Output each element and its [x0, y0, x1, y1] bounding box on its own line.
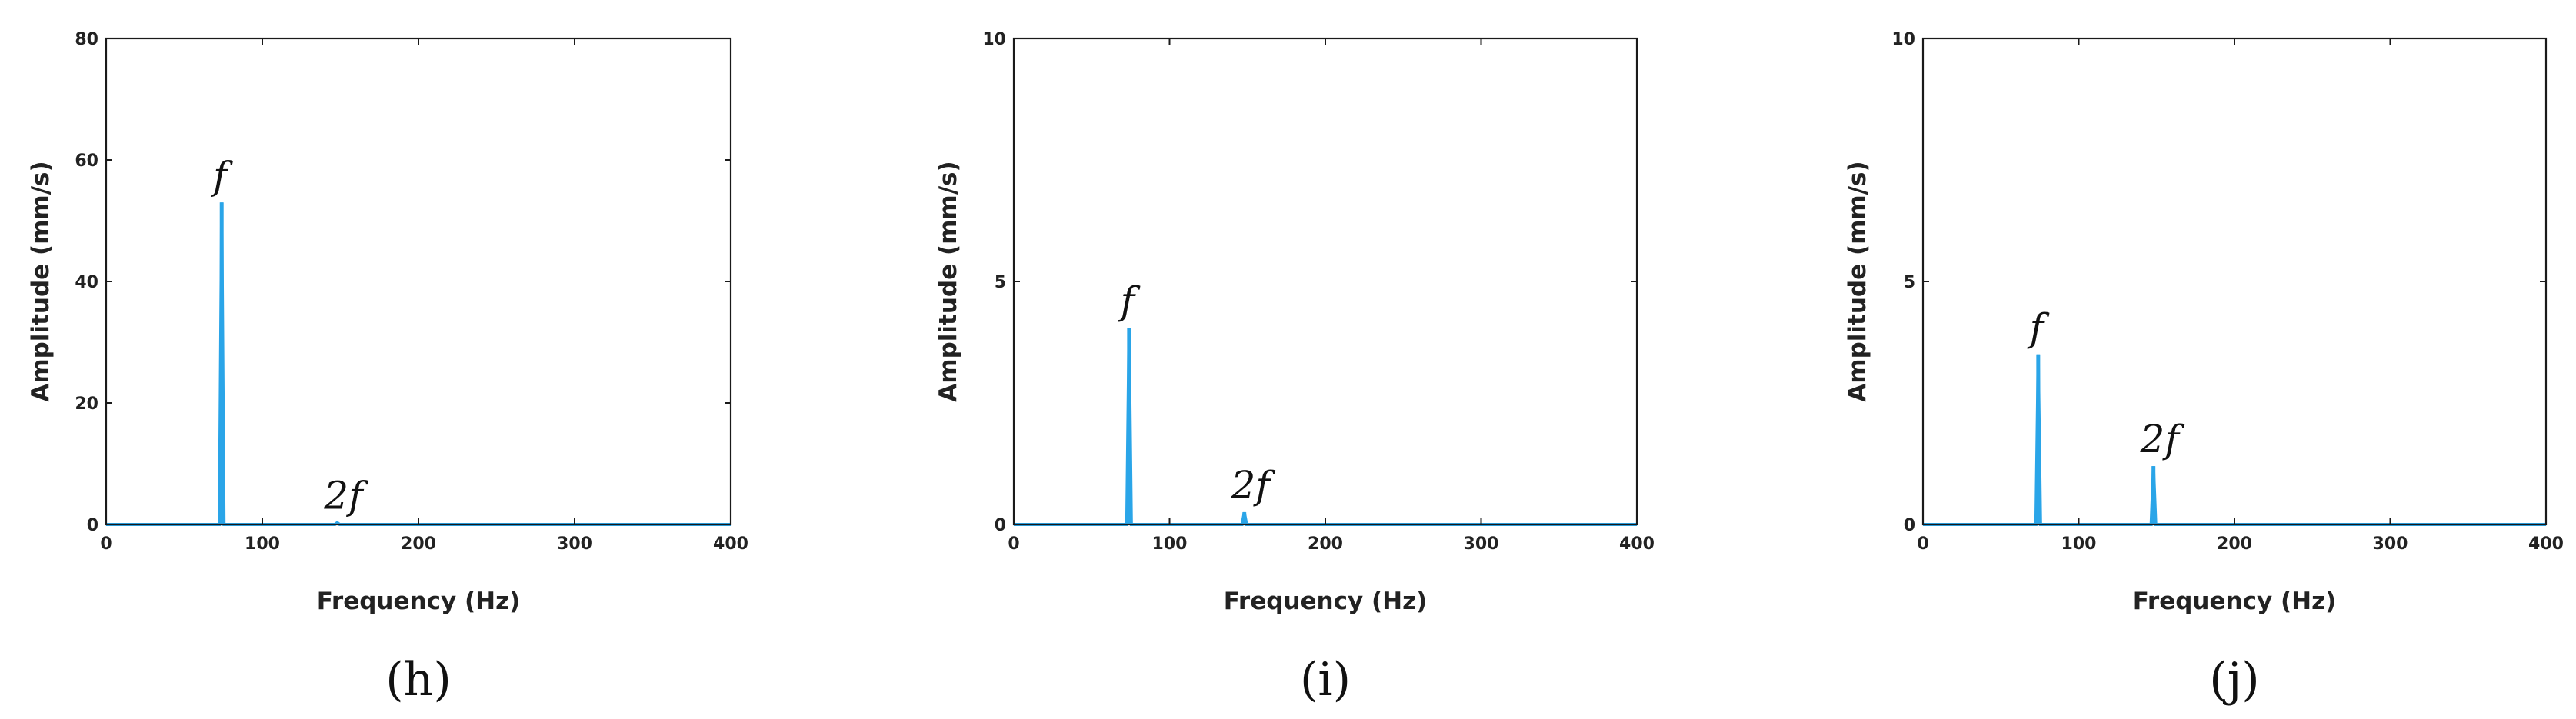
- y-tick-label: 20: [75, 394, 98, 414]
- x-tick-label: 400: [1619, 534, 1655, 554]
- x-tick-label: 300: [1464, 534, 1499, 554]
- peak-label-1: f: [1118, 278, 1141, 323]
- x-tick-label: 100: [1152, 534, 1188, 554]
- x-tick-label: 100: [2061, 534, 2097, 554]
- y-tick-label: 5: [995, 273, 1006, 292]
- axes-frame: [1921, 37, 2548, 526]
- panel-caption: (j): [2209, 653, 2259, 707]
- y-tick-label: 10: [982, 30, 1006, 49]
- y-tick-label: 0: [995, 516, 1006, 535]
- chart-panel-2: 0 100 200 300 400 0 5 10 Frequency (Hz) Amplitude…: [935, 30, 1655, 707]
- y-tick-label: 80: [75, 30, 98, 49]
- peak-label-2: 2f: [2140, 417, 2185, 461]
- series-line: [1014, 328, 1637, 526]
- x-tick-label: 400: [2528, 534, 2564, 554]
- chart-panel-1: 0 100 200 300 400 0 20 40 60 80 Frequency (Hz) Ampl…: [27, 30, 748, 707]
- peak-label-1: f: [2027, 305, 2050, 350]
- y-tick-label: 40: [75, 273, 98, 292]
- x-tick-label: 100: [245, 534, 280, 554]
- peak-label-1: f: [210, 153, 233, 198]
- panel-caption: (h): [385, 653, 451, 707]
- series-line: [1923, 354, 2546, 526]
- x-tick-label: 400: [713, 534, 748, 554]
- x-tick-label: 200: [1308, 534, 1343, 554]
- x-tick-label: 0: [1917, 534, 1928, 554]
- x-tick-label: 200: [2217, 534, 2252, 554]
- x-axis-title: Frequency (Hz): [317, 588, 521, 615]
- axes-frame: [1012, 37, 1638, 526]
- x-axis-title: Frequency (Hz): [1224, 588, 1428, 615]
- y-axis-title: Amplitude (mm/s): [1844, 161, 1871, 401]
- axes-frame: [105, 37, 732, 526]
- y-tick-label: 0: [87, 516, 98, 535]
- x-tick-label: 200: [401, 534, 436, 554]
- x-tick-label: 300: [2373, 534, 2408, 554]
- x-tick-label: 0: [1008, 534, 1019, 554]
- peak-label-2: 2f: [1231, 463, 1276, 508]
- y-axis-title: Amplitude (mm/s): [935, 161, 962, 401]
- panel-caption: (i): [1300, 653, 1351, 707]
- y-tick-label: 5: [1904, 273, 1915, 292]
- y-tick-label: 10: [1891, 30, 1915, 49]
- y-axis-title: Amplitude (mm/s): [27, 161, 55, 401]
- y-tick-label: 0: [1904, 516, 1915, 535]
- series-line: [106, 202, 731, 526]
- x-axis-title: Frequency (Hz): [2133, 588, 2337, 615]
- chart-panel-3: 0 100 200 300 400 0 5 10 Frequency (Hz) Amplitude…: [1844, 30, 2564, 707]
- y-tick-label: 60: [75, 151, 98, 171]
- x-tick-label: 300: [557, 534, 592, 554]
- x-tick-label: 0: [100, 534, 112, 554]
- peak-label-2: 2f: [323, 474, 368, 518]
